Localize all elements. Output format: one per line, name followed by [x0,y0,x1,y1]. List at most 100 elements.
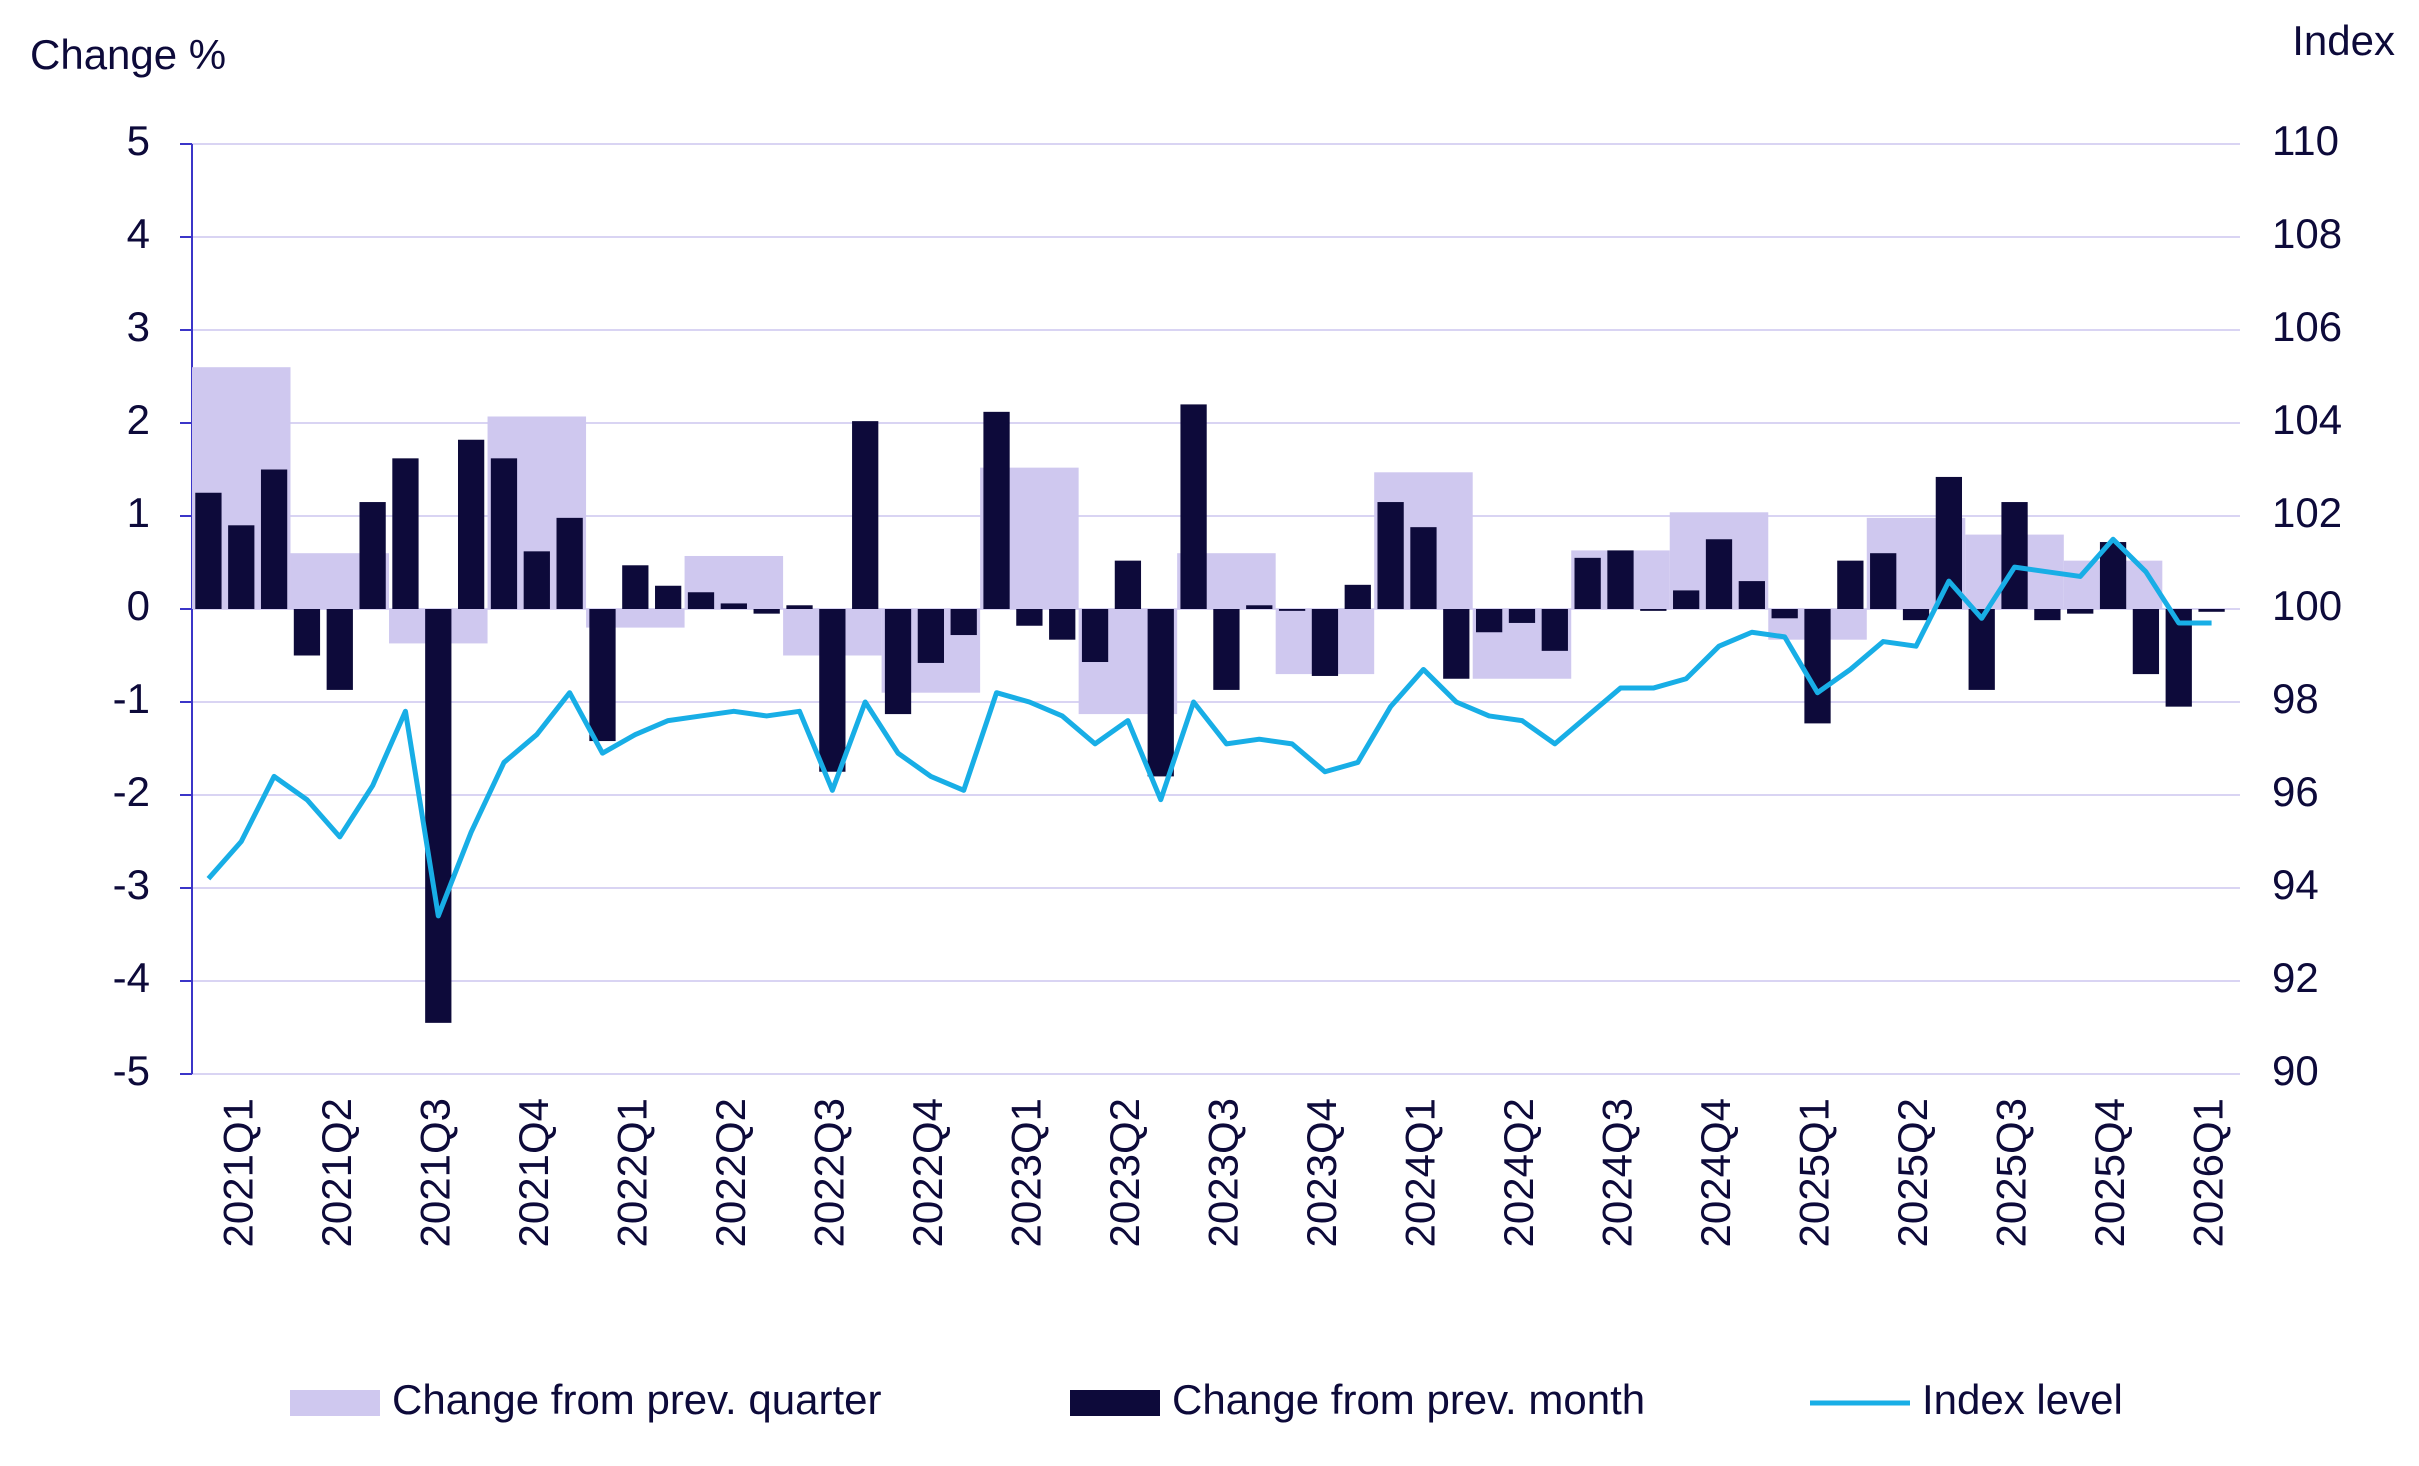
y2-tick-label: 96 [2272,768,2319,815]
legend-label: Change from prev. month [1172,1376,1645,1423]
y2-tick-label: 98 [2272,675,2319,722]
y2-tick-label: 102 [2272,489,2342,536]
x-tick-label: 2023Q2 [1101,1098,1148,1247]
month-bar [1016,609,1043,626]
x-tick-label: 2024Q1 [1397,1098,1444,1247]
y-tick-label: 0 [127,582,150,629]
x-tick-label: 2022Q1 [608,1098,655,1247]
month-bar [2099,542,2127,609]
y2-tick-label: 110 [2272,117,2339,164]
y2-tick-label: 100 [2272,582,2342,629]
month-bar [1180,404,1207,609]
month-bar [293,609,321,656]
month-bar [260,469,288,609]
legend-label: Change from prev. quarter [392,1376,881,1423]
y-tick-label: -2 [113,768,150,815]
month-bar [1443,609,1470,679]
month-bar [1475,609,1503,633]
month-bar [2034,609,2061,621]
month-bar [950,609,977,636]
x-tick-label: 2021Q4 [510,1098,557,1247]
month-bar [1114,560,1142,609]
month-bar [195,492,222,609]
month-bar [884,609,912,715]
month-bar [1870,553,1897,609]
month-bar [1081,609,1109,663]
index-line [206,536,2212,919]
month-bar [228,525,255,609]
month-bar [655,585,682,609]
month-bar [1246,605,1273,609]
x-tick-label: 2026Q1 [2185,1098,2232,1247]
y-tick-label: 3 [127,303,150,350]
month-bar [457,439,485,609]
month-bar [2001,502,2028,609]
x-tick-label: 2023Q3 [1200,1098,1247,1247]
month-bar [622,565,649,609]
month-bar [1508,609,1536,623]
x-tick-label: 2021Q1 [214,1098,261,1247]
month-bar [1607,550,1634,609]
y2-tick-label: 94 [2272,861,2319,908]
y2-tick-label: 90 [2272,1047,2319,1094]
month-bar [1541,609,1568,651]
month-bar [490,458,518,609]
x-tick-label: 2025Q1 [1791,1098,1838,1247]
month-bar [1837,560,1864,609]
month-bar [1147,609,1174,777]
month-bar [1673,590,1700,609]
month-bar [1640,609,1667,611]
month-bar [786,605,813,609]
legend-label: Index level [1922,1376,2123,1423]
x-tick-label: 2024Q4 [1692,1098,1739,1247]
y-axis-title: Change % [30,31,226,78]
x-tick-label: 2025Q4 [2086,1098,2133,1247]
month-bar [1410,527,1437,609]
x-tick-label: 2022Q3 [805,1098,852,1247]
month-bar [753,609,780,614]
legend-swatch [290,1390,380,1416]
month-bar [1804,609,1831,724]
y-tick-label: -5 [113,1047,150,1094]
x-tick-label: 2021Q3 [411,1098,458,1247]
month-bar [1935,476,1963,609]
month-bar [556,517,583,609]
x-tick-label: 2022Q2 [707,1098,754,1247]
month-bar [1344,584,1371,609]
month-bar [1049,609,1076,640]
y2-tick-label: 92 [2272,954,2319,1001]
y-tick-label: -3 [113,861,150,908]
month-bar [917,609,945,663]
y-tick-label: 1 [127,489,150,536]
month-bar [2198,609,2225,612]
month-bar [1213,609,1240,690]
month-bar [326,609,353,690]
month-bar [1705,539,1733,609]
month-bar [852,421,879,609]
month-bar [1377,502,1404,609]
month-bar [720,603,747,609]
month-bar [523,551,550,609]
legend-swatch [1070,1390,1160,1416]
x-tick-label: 2021Q2 [313,1098,360,1247]
y-tick-label: 2 [127,396,150,443]
y2-tick-label: 108 [2272,210,2342,257]
y2-tick-label: 106 [2272,303,2342,350]
y-tick-label: -4 [113,954,150,1001]
x-tick-label: 2023Q1 [1002,1098,1049,1247]
month-bar [2132,609,2160,675]
month-bar [359,502,386,609]
month-bar [1278,609,1306,611]
x-tick-label: 2025Q2 [1889,1098,1936,1247]
month-bar [1738,581,1765,609]
month-bar [589,609,616,742]
y-tick-label: 5 [127,117,150,164]
x-tick-label: 2025Q3 [1988,1098,2035,1247]
month-bar [1902,609,1930,621]
month-bar [392,458,419,609]
y-tick-label: 4 [127,210,150,257]
x-tick-label: 2023Q4 [1298,1098,1345,1247]
month-bar [1771,609,1798,619]
month-bar [983,411,1010,609]
